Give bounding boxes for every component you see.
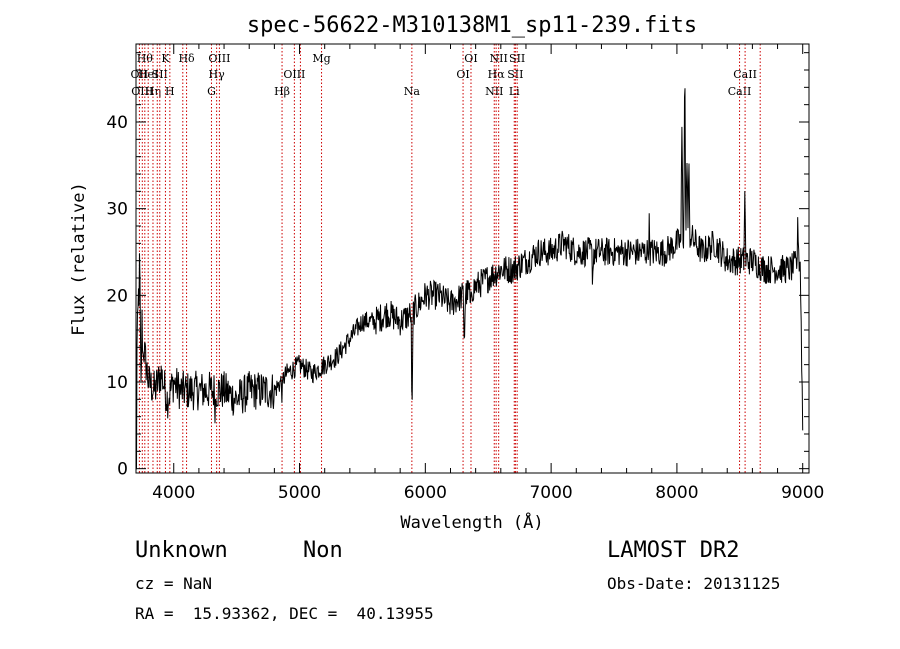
axes: 4000 5000 6000 7000 8000 9000 0 10 20 30 40 (106, 43, 824, 503)
y-tick-label: 30 (106, 200, 128, 220)
spectral-line-label: Hα (488, 68, 506, 81)
y-tick-label: 40 (106, 113, 128, 133)
spectral-line-label: OI (456, 68, 469, 81)
x-axis-label: Wavelength (Å) (400, 511, 543, 533)
object-subclass: Non (303, 538, 343, 563)
spectral-line-label: OII (131, 68, 149, 81)
y-axis-label: Flux (relative) (69, 182, 89, 336)
spectral-line-label: HeI (138, 68, 158, 81)
spectral-line-label: CaII (728, 85, 752, 98)
y-tick-label: 20 (106, 286, 128, 306)
spectral-line-label: Mg (312, 52, 330, 65)
x-tick-label: 6000 (404, 483, 447, 503)
spectral-line-label: Hη (145, 85, 161, 98)
spectral-lines: OII OIII Hθ HeI Hη SII K H Hδ G Hγ OIII Hβ OIII Mg Na OI… (131, 44, 761, 473)
spectral-line-label: NII (485, 85, 503, 98)
x-tick-label: 8000 (655, 483, 698, 503)
spectral-line-label: SII (152, 68, 168, 81)
spectral-line-label: SII (509, 52, 525, 65)
y-tick-label: 10 (106, 373, 128, 393)
redshift-value: cz = NaN (135, 574, 213, 593)
x-tick-label: 4000 (152, 483, 195, 503)
spectrum-series (136, 88, 804, 470)
spectral-line-label: Hθ (137, 52, 154, 65)
coordinates: RA = 15.93362, DEC = 40.13955 (135, 604, 434, 623)
x-tick-label: 5000 (278, 483, 321, 503)
spectral-line-label: G (207, 85, 216, 98)
observation-date: Obs-Date: 20131125 (607, 574, 781, 593)
chart-title: spec-56622-M310138M1_sp11-239.fits (247, 13, 697, 38)
spectral-line-label: NII (490, 52, 508, 65)
spectral-line-label: Hβ (274, 85, 290, 98)
spectral-line-label: Li (509, 85, 520, 98)
spectrum-line (136, 88, 804, 470)
x-tick-label: 7000 (529, 483, 572, 503)
spectral-line-label: OIII (208, 52, 230, 65)
x-tick-label: 9000 (781, 483, 824, 503)
spectral-line-label: OIII (131, 85, 153, 98)
spectral-line-label: K (161, 52, 170, 65)
spectral-line-label: Hγ (209, 68, 226, 81)
y-tick-label: 0 (117, 460, 128, 480)
spectral-line-label: CaII (733, 68, 757, 81)
survey-name: LAMOST DR2 (607, 538, 740, 563)
spectral-line-label: Hδ (178, 52, 195, 65)
spectral-line-label: OI (464, 52, 477, 65)
spectral-line-label: SII (507, 68, 523, 81)
spectral-line-label: H (165, 85, 175, 98)
object-class: Unknown (135, 538, 228, 563)
spectral-line-label: OIII (283, 68, 305, 81)
plot-frame (135, 43, 810, 474)
spectral-line-label: Na (404, 85, 421, 98)
